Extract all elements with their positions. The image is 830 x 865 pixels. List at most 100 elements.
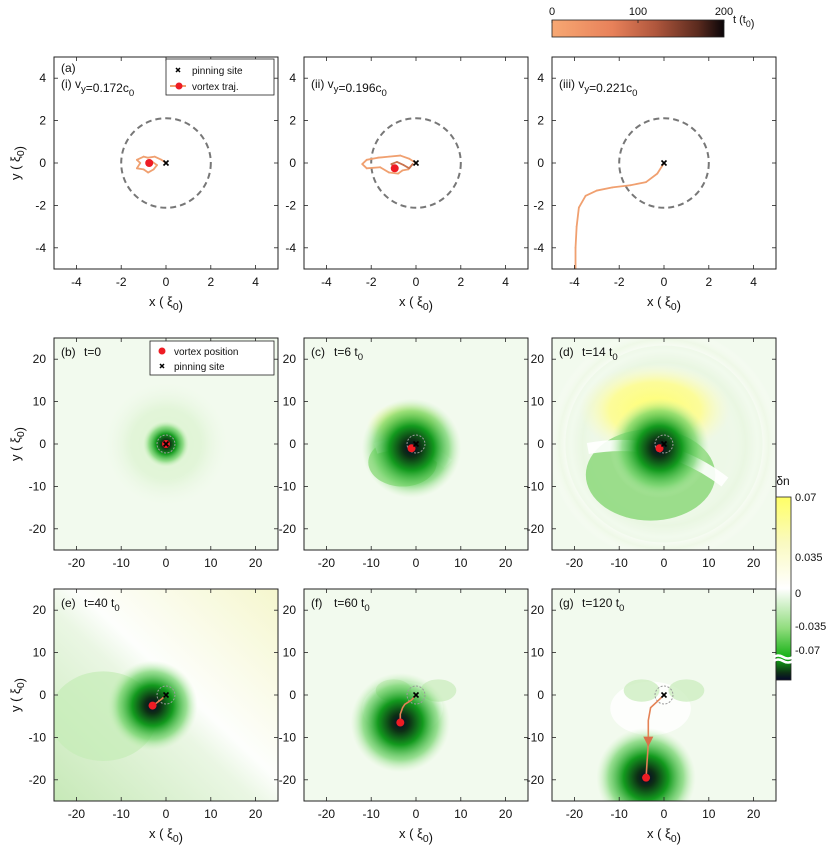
vortex-core (596, 727, 696, 801)
pinning-site-marker (412, 440, 420, 448)
y-tick-label: -10 (527, 730, 545, 744)
vortex-marker (396, 718, 405, 727)
x-tick-label: 0 (413, 807, 420, 821)
legend-vortex-icon (158, 347, 166, 355)
x-tick-label: -20 (318, 556, 336, 570)
panel-label: (e) (61, 596, 76, 610)
x-tick-label: 2 (207, 275, 214, 289)
panel-label: (g) (559, 596, 574, 610)
legend: pinning site vortex traj. (165, 58, 275, 96)
y-tick-label: -4 (533, 241, 544, 255)
x-tick-label: -4 (321, 275, 332, 289)
x-tick-label: 2 (457, 275, 464, 289)
panel-c: -20 -10 0 10 20 -20 -10 0 10 20 (c) t=6 t0 (279, 337, 529, 570)
y-tick-label: 4 (39, 71, 46, 85)
x-tick-label: 20 (747, 556, 761, 570)
x-tick-label: 20 (747, 807, 761, 821)
density-colorbar-tick-label: 0 (795, 588, 801, 600)
x-tick-label: 0 (163, 275, 170, 289)
x-tick-label: 20 (249, 807, 263, 821)
panel-ii: -4 -2 0 2 4 -4 -2 0 2 4 x ( ξ0) (ii) vy=0.196c0 (285, 56, 529, 313)
x-tick-label: -10 (611, 807, 629, 821)
pinning-region (406, 685, 426, 705)
panel-label: (b) (61, 345, 76, 359)
vortex-trajectory (645, 694, 665, 778)
y-tick-label: 10 (531, 395, 545, 409)
density-colorbar-tick-label: -0.07 (795, 645, 820, 657)
panel-b: -20 -10 0 10 20 -20 -10 0 10 20 y ( ξ0) (b) t=0 vorte… (8, 337, 279, 570)
x-axis-label: x ( ξ0) (149, 826, 183, 845)
trajectory-segment (629, 181, 647, 187)
y-tick-label: -2 (35, 198, 46, 212)
x-axis-label: x ( ξ0) (647, 826, 681, 845)
time-colorbar-tick-label: 200 (715, 6, 733, 18)
x-tick-label: -10 (113, 807, 131, 821)
x-tick-label: -20 (68, 807, 86, 821)
y-tick-label: -2 (533, 198, 544, 212)
y-tick-label: -10 (279, 730, 297, 744)
panel-title: (i) vy=0.172c0 (61, 77, 134, 99)
y-tick-label: -20 (29, 773, 47, 787)
vortex-marker (148, 701, 157, 710)
plot-area (54, 589, 278, 801)
x-tick-label: 0 (661, 275, 668, 289)
x-tick-label: -2 (116, 275, 127, 289)
x-tick-label: 20 (499, 556, 513, 570)
panel-title: (iii) vy=0.221c0 (559, 77, 638, 99)
pinning-site-marker (660, 440, 668, 448)
x-tick-label: -20 (566, 807, 584, 821)
trajectory-segment (142, 168, 149, 174)
x-tick-label: 4 (502, 275, 509, 289)
y-tick-label: 20 (33, 352, 47, 366)
y-tick-label: 0 (537, 688, 544, 702)
x-axis-label: x ( ξ0) (399, 294, 433, 313)
trajectory-segment (147, 168, 155, 174)
time-label: t=6 t0 (334, 345, 363, 363)
pinning-site-marker (660, 691, 668, 699)
trajectory-segment (151, 161, 158, 167)
trajectory-segment (574, 225, 578, 249)
trajectory-segment (611, 184, 632, 189)
time-label: t=40 t0 (84, 596, 120, 614)
y-tick-label: 10 (531, 646, 545, 660)
y-tick-label: 20 (531, 352, 545, 366)
y-tick-label: -20 (527, 522, 545, 536)
panel-label: (c) (311, 345, 325, 359)
x-tick-label: 10 (204, 556, 218, 570)
panel-iii: -4 -2 0 2 4 -4 -2 0 2 4 x ( ξ0) (iii) vy=0.221c0 (533, 56, 777, 313)
y-tick-label: 10 (283, 395, 297, 409)
panel-f: -20 -10 0 10 20 -20 -10 0 10 20 x ( ξ0) (f) t=60 t0 (279, 588, 529, 845)
x-tick-label: -2 (614, 275, 625, 289)
y-tick-label: -10 (527, 479, 545, 493)
time-colorbar-label: t (t0) (733, 14, 754, 30)
plot-area (304, 589, 528, 801)
trajectory-segment (365, 166, 382, 170)
trajectory-segment (388, 171, 399, 175)
x-axis-label: x ( ξ0) (399, 826, 433, 845)
legend-pinning-icon (159, 363, 165, 369)
legend: vortex position pinning site (149, 340, 275, 376)
time-label: t=0 (84, 345, 101, 359)
y-axis-label: y ( ξ0) (8, 427, 27, 461)
y-tick-label: 0 (537, 437, 544, 451)
y-tick-label: 0 (289, 156, 296, 170)
legend-box (165, 58, 275, 96)
pinning-site-marker (660, 159, 668, 167)
y-tick-label: -4 (285, 241, 296, 255)
time-label: t=14 t0 (582, 345, 618, 363)
x-tick-label: -10 (611, 556, 629, 570)
axis-break (773, 654, 794, 660)
pinning-radius-circle (120, 117, 212, 209)
y-tick-label: 2 (289, 114, 296, 128)
density-colorbar-tick-label: 0.035 (795, 552, 823, 564)
panel-title: (ii) vy=0.196c0 (311, 77, 387, 99)
y-tick-label: 10 (33, 646, 47, 660)
panel-e: -20 -10 0 10 20 -20 -10 0 10 20 x ( ξ0) y ( ξ0) (e) t… (8, 588, 279, 845)
x-tick-label: 4 (750, 275, 757, 289)
trajectory-segment (402, 164, 411, 170)
pinning-site-marker (162, 440, 170, 448)
tick-marks (54, 589, 278, 801)
trajectory-segment (377, 155, 391, 159)
trajectory-segment (361, 158, 368, 165)
